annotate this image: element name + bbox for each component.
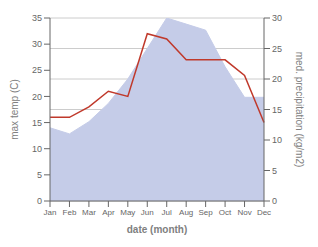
svg-text:15: 15 [32,118,42,128]
svg-text:Jul: Jul [162,208,172,217]
svg-text:Apr: Apr [102,208,115,217]
svg-text:10: 10 [272,135,282,145]
svg-text:date (month): date (month) [127,224,188,235]
svg-text:25: 25 [272,44,282,54]
svg-text:5: 5 [37,170,42,180]
svg-text:Sep: Sep [199,208,214,217]
svg-text:25: 25 [32,65,42,75]
svg-text:May: May [120,208,135,217]
svg-text:med. precipitation (kg/m2): med. precipitation (kg/m2) [294,52,305,168]
svg-text:20: 20 [272,74,282,84]
svg-text:35: 35 [32,13,42,23]
svg-text:20: 20 [32,92,42,102]
svg-text:Oct: Oct [219,208,232,217]
svg-text:30: 30 [32,39,42,49]
svg-text:Jun: Jun [141,208,154,217]
svg-text:Jan: Jan [44,208,57,217]
svg-text:Dec: Dec [257,208,271,217]
svg-text:5: 5 [272,166,277,176]
svg-text:Nov: Nov [237,208,251,217]
svg-text:15: 15 [272,105,282,115]
svg-text:0: 0 [272,196,277,206]
svg-text:max temp (C): max temp (C) [9,79,20,140]
svg-text:Feb: Feb [63,208,77,217]
svg-text:0: 0 [37,196,42,206]
svg-text:10: 10 [32,144,42,154]
svg-text:30: 30 [272,13,282,23]
svg-text:Aug: Aug [179,208,193,217]
svg-text:Mar: Mar [82,208,96,217]
